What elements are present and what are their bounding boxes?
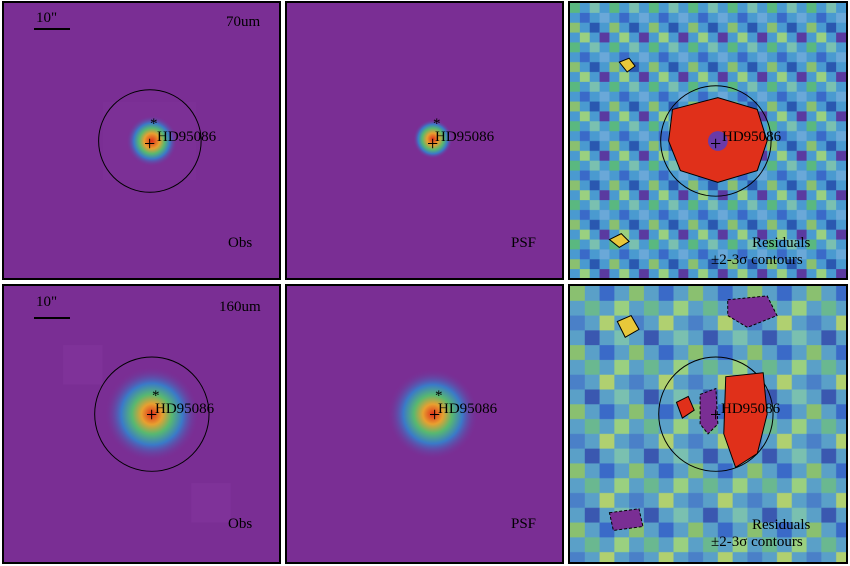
band-label: 70um <box>226 14 261 30</box>
star-marker-cross: + <box>144 133 156 155</box>
panel-70um-residuals: + HD95086 Residuals ±2-3σ contours <box>568 1 848 280</box>
corner-label: Obs <box>228 516 253 532</box>
image-70um-psf <box>287 3 562 278</box>
star-label: HD95086 <box>438 401 498 417</box>
axis-tick: 40 <box>285 49 288 57</box>
corner-label-contours: ±2-3σ contours <box>711 534 803 550</box>
star-marker-cross: + <box>710 404 722 426</box>
corner-label-residuals: Residuals <box>752 235 811 251</box>
star-marker-cross: + <box>427 133 439 155</box>
panel-70um-obs: 10" 70um + * HD95086 Obs <box>2 1 281 280</box>
corner-label: PSF <box>511 235 537 251</box>
axis-tick: 10 <box>285 448 288 456</box>
star-marker-asterisk: * <box>435 388 443 404</box>
star-marker-cross: + <box>429 404 441 426</box>
band-label: 160um <box>219 299 261 315</box>
axis-tick: 20 <box>285 338 288 346</box>
axis-tick: 5 <box>287 507 288 511</box>
axis-tick: 25 <box>285 288 288 296</box>
star-marker-cross: + <box>710 133 722 155</box>
corner-label: Obs <box>228 235 253 251</box>
corner-label: PSF <box>511 516 537 532</box>
star-marker-asterisk: * <box>152 388 160 404</box>
scale-label: 10" <box>36 10 58 26</box>
star-label: HD95086 <box>157 129 217 145</box>
star-label: HD95086 <box>155 401 215 417</box>
panel-70um-psf: 40 30 20 10 + * HD95086 PSF <box>285 1 564 280</box>
panel-160um-residuals: + HD95086 Residuals ±2-3σ contours <box>568 284 848 564</box>
star-label: HD95086 <box>435 129 495 145</box>
image-70um-residuals <box>570 3 846 278</box>
image-160um-psf <box>287 286 562 562</box>
scale-bar <box>34 28 70 30</box>
star-label: HD95086 <box>722 129 782 145</box>
axis-tick: 15 <box>285 393 288 401</box>
image-160um-residuals <box>570 286 846 562</box>
panel-160um-obs: 10" 160um + * HD95086 Obs <box>2 284 281 564</box>
star-marker-asterisk: * <box>150 116 158 132</box>
image-70um-obs <box>4 3 279 278</box>
corner-label-residuals: Residuals <box>752 517 811 533</box>
corner-label-contours: ±2-3σ contours <box>711 252 803 268</box>
axis-tick: 10 <box>285 223 288 231</box>
image-160um-obs <box>4 286 279 562</box>
star-marker-asterisk: * <box>433 116 441 132</box>
axis-tick: 30 <box>285 107 288 115</box>
star-marker-cross: + <box>146 404 158 426</box>
panel-160um-psf: 25 20 15 10 5 + * HD95086 PSF <box>285 284 564 564</box>
star-label: HD95086 <box>721 401 781 417</box>
axis-tick: 20 <box>285 165 288 173</box>
scale-bar <box>34 317 70 319</box>
scale-label: 10" <box>36 294 58 310</box>
